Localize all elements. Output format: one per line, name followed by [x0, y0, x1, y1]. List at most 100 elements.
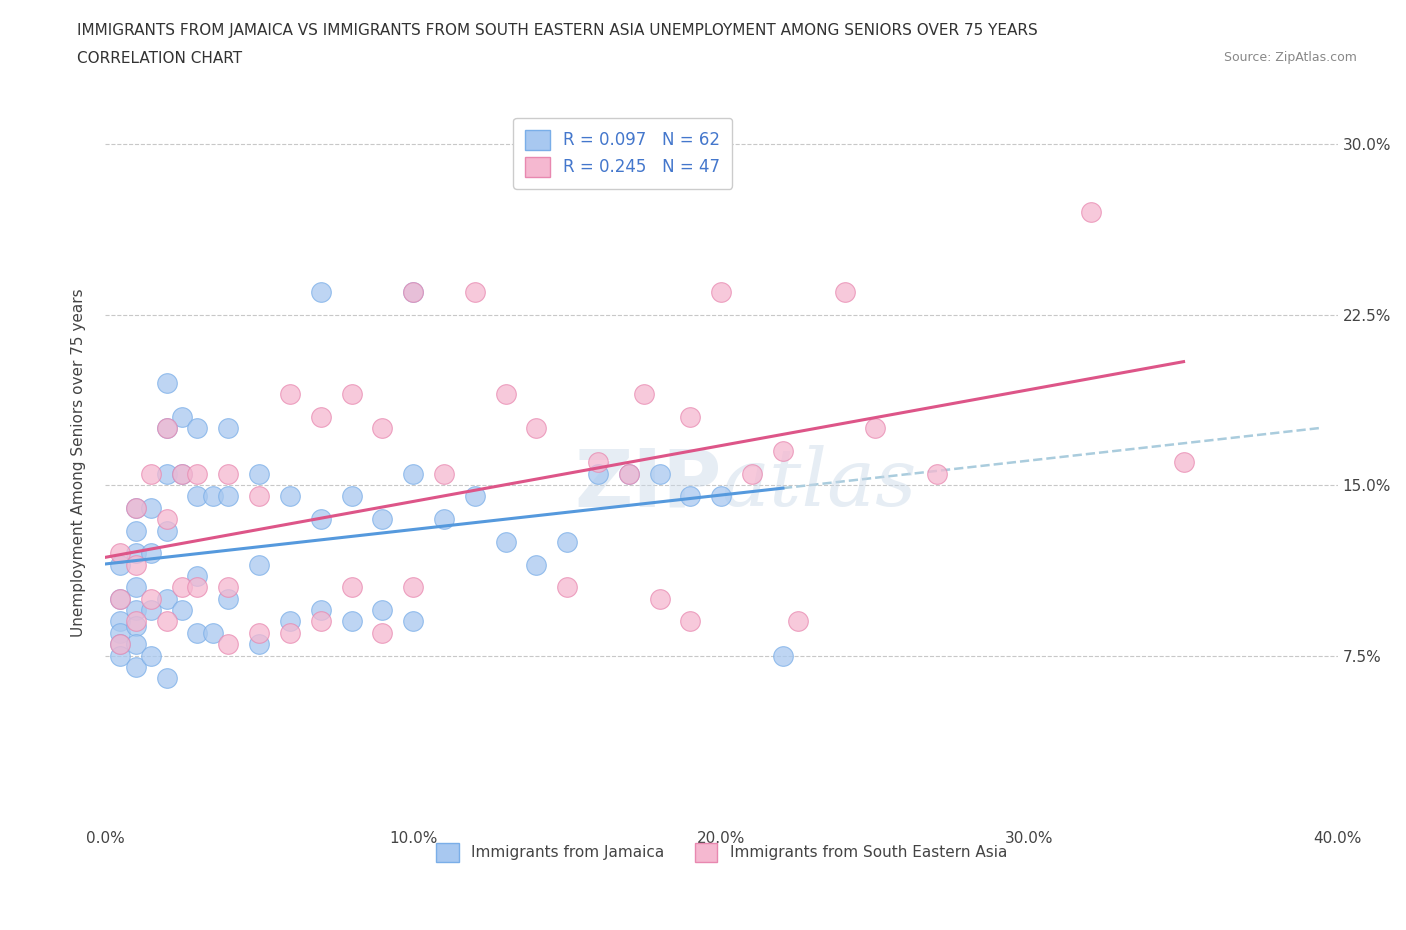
Point — [309, 512, 332, 526]
Point — [710, 285, 733, 299]
Point — [772, 444, 794, 458]
Point — [110, 614, 132, 629]
Point — [309, 614, 332, 629]
Point — [141, 603, 163, 618]
Point — [402, 580, 425, 595]
Point — [309, 409, 332, 424]
Point — [247, 489, 270, 504]
Point — [309, 603, 332, 618]
Point — [787, 614, 810, 629]
Text: CORRELATION CHART: CORRELATION CHART — [77, 51, 242, 66]
Point — [110, 625, 132, 640]
Point — [125, 637, 148, 652]
Point — [555, 535, 578, 550]
Point — [110, 648, 132, 663]
Point — [247, 637, 270, 652]
Point — [371, 420, 394, 435]
Point — [278, 387, 301, 402]
Point — [110, 637, 132, 652]
Point — [141, 648, 163, 663]
Point — [865, 420, 887, 435]
Text: atlas: atlas — [721, 445, 917, 523]
Point — [247, 466, 270, 481]
Point — [125, 500, 148, 515]
Point — [633, 387, 655, 402]
Point — [125, 659, 148, 674]
Point — [156, 591, 179, 606]
Point — [125, 557, 148, 572]
Point — [156, 420, 179, 435]
Point — [125, 603, 148, 618]
Point — [1173, 455, 1195, 470]
Legend: Immigrants from Jamaica, Immigrants from South Eastern Asia: Immigrants from Jamaica, Immigrants from… — [427, 835, 1015, 870]
Point — [170, 580, 193, 595]
Point — [141, 466, 163, 481]
Point — [125, 523, 148, 538]
Point — [156, 671, 179, 685]
Point — [247, 557, 270, 572]
Point — [217, 637, 239, 652]
Point — [433, 466, 456, 481]
Point — [125, 618, 148, 633]
Point — [186, 625, 208, 640]
Y-axis label: Unemployment Among Seniors over 75 years: Unemployment Among Seniors over 75 years — [72, 288, 86, 637]
Point — [402, 285, 425, 299]
Point — [371, 625, 394, 640]
Point — [679, 409, 702, 424]
Point — [217, 420, 239, 435]
Point — [156, 614, 179, 629]
Point — [141, 546, 163, 561]
Point — [110, 637, 132, 652]
Point — [170, 603, 193, 618]
Point — [125, 580, 148, 595]
Point — [1080, 205, 1102, 219]
Point — [156, 376, 179, 391]
Point — [340, 614, 363, 629]
Point — [201, 625, 224, 640]
Text: Source: ZipAtlas.com: Source: ZipAtlas.com — [1223, 51, 1357, 64]
Point — [402, 285, 425, 299]
Point — [679, 614, 702, 629]
Point — [340, 387, 363, 402]
Point — [170, 466, 193, 481]
Point — [278, 489, 301, 504]
Point — [201, 489, 224, 504]
Point — [495, 535, 517, 550]
Point — [309, 285, 332, 299]
Point — [186, 466, 208, 481]
Text: ZIP: ZIP — [574, 445, 721, 524]
Point — [586, 466, 609, 481]
Point — [648, 466, 671, 481]
Point — [772, 648, 794, 663]
Point — [648, 591, 671, 606]
Point — [170, 409, 193, 424]
Point — [710, 489, 733, 504]
Point — [125, 500, 148, 515]
Point — [555, 580, 578, 595]
Point — [340, 580, 363, 595]
Point — [110, 591, 132, 606]
Point — [110, 591, 132, 606]
Point — [526, 557, 548, 572]
Point — [340, 489, 363, 504]
Point — [464, 489, 486, 504]
Point — [925, 466, 948, 481]
Point — [110, 546, 132, 561]
Point — [125, 546, 148, 561]
Point — [186, 568, 208, 583]
Point — [141, 591, 163, 606]
Point — [679, 489, 702, 504]
Point — [247, 625, 270, 640]
Point — [371, 603, 394, 618]
Point — [156, 523, 179, 538]
Point — [402, 614, 425, 629]
Point — [433, 512, 456, 526]
Point — [186, 489, 208, 504]
Point — [741, 466, 763, 481]
Point — [217, 489, 239, 504]
Point — [125, 614, 148, 629]
Point — [217, 580, 239, 595]
Point — [217, 466, 239, 481]
Point — [526, 420, 548, 435]
Point — [402, 466, 425, 481]
